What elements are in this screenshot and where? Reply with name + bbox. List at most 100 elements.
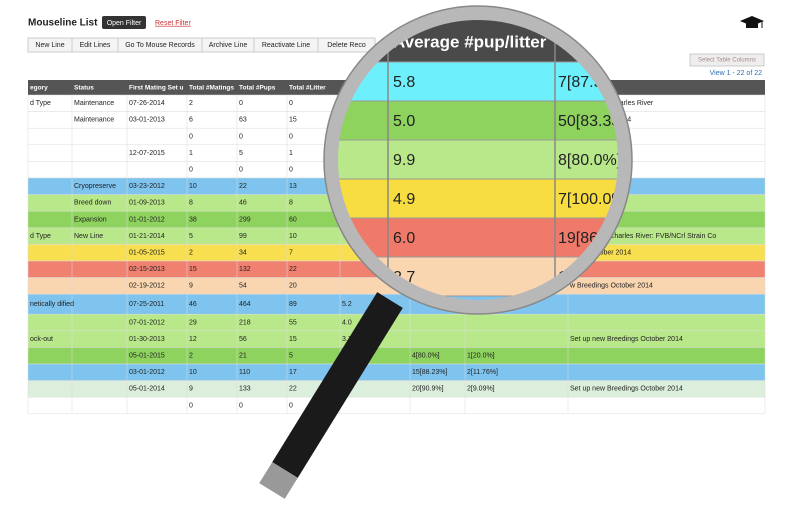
table-cell: 55 bbox=[289, 319, 297, 326]
select-columns-label[interactable]: Select Table Columns bbox=[698, 58, 756, 64]
table-row bbox=[27, 396, 766, 415]
table-cell: 0 bbox=[289, 133, 293, 140]
table-cell: 9 bbox=[189, 386, 193, 393]
lens-cell: 5.0 bbox=[393, 113, 415, 130]
table-cell: 15 bbox=[289, 336, 297, 343]
table-cell: 8 bbox=[289, 200, 293, 207]
table-cell: 5 bbox=[289, 353, 293, 360]
table-cell: 0 bbox=[189, 133, 193, 140]
table-cell: 01-01-2012 bbox=[129, 216, 165, 223]
table-cell: 22 bbox=[289, 386, 297, 393]
table-cell: 0 bbox=[239, 402, 243, 409]
table-cell: Maintenance bbox=[74, 117, 114, 124]
table-cell: 46 bbox=[239, 200, 247, 207]
table-cell: 01-21-2014 bbox=[129, 233, 165, 240]
table-cell: ock-out bbox=[30, 336, 53, 343]
table-cell: 12 bbox=[189, 336, 197, 343]
table-cell: Set up new Breedings October 2014 bbox=[570, 336, 683, 343]
toolbar-label[interactable]: New Line bbox=[35, 42, 64, 49]
table-cell: 13 bbox=[289, 183, 297, 190]
lens-cell: 7[100.0% bbox=[558, 191, 626, 208]
lens-row bbox=[335, 178, 621, 219]
table-cell: 03-23-2012 bbox=[129, 183, 165, 190]
table-cell: 54 bbox=[239, 283, 247, 290]
table-cell: 29 bbox=[189, 319, 197, 326]
table-cell: 1 bbox=[289, 150, 293, 157]
reset-filter-link[interactable]: Reset Filter bbox=[155, 20, 191, 27]
lens-cell: 9.9 bbox=[393, 152, 415, 169]
table-cell: 1 bbox=[189, 150, 193, 157]
table-cell: 03-01-2013 bbox=[129, 117, 165, 124]
table-cell: 2 bbox=[189, 250, 193, 257]
table-cell: 07-26-2014 bbox=[129, 100, 165, 107]
table-cell: netically dified bbox=[30, 301, 74, 308]
view-count: View 1 - 22 of 22 bbox=[710, 70, 763, 77]
table-cell: Expansion bbox=[74, 216, 107, 223]
table-cell: 6 bbox=[189, 117, 193, 124]
table-cell: 132 bbox=[239, 266, 251, 273]
toolbar-label[interactable]: Delete Reco bbox=[327, 42, 366, 49]
table-cell: 02-15-2013 bbox=[129, 266, 165, 273]
toolbar-label[interactable]: Go To Mouse Records bbox=[125, 42, 195, 49]
table-cell: 0 bbox=[239, 100, 243, 107]
toolbar-label[interactable]: Edit Lines bbox=[80, 42, 111, 49]
table-cell: Cryopreserve bbox=[74, 183, 116, 190]
table-cell: 2[9.09%] bbox=[467, 386, 495, 393]
table-cell: 4.0 bbox=[342, 319, 352, 326]
table-cell: 12-07-2015 bbox=[129, 150, 165, 157]
table-cell: 07-25-2011 bbox=[129, 301, 164, 308]
page-title: Mouseline List bbox=[28, 18, 98, 29]
magnifier-handle-end bbox=[259, 462, 298, 499]
table-cell: 15[88.23%] bbox=[412, 369, 447, 376]
table-cell: 7 bbox=[289, 250, 293, 257]
lens-cell: 8[80.0%] bbox=[558, 152, 621, 169]
column-header: Total #Matings bbox=[189, 85, 234, 92]
column-header: egory bbox=[30, 85, 48, 92]
magnifier-rim bbox=[324, 6, 632, 314]
table-cell: 03-01-2012 bbox=[129, 369, 165, 376]
lens-row bbox=[335, 217, 621, 258]
open-filter-button[interactable] bbox=[102, 16, 146, 29]
table-cell: 56 bbox=[239, 336, 247, 343]
table-cell: 8 bbox=[189, 200, 193, 207]
table-cell: 0 bbox=[289, 402, 293, 409]
table-cell: 34 bbox=[239, 250, 247, 257]
table-cell: 01-05-2015 bbox=[129, 250, 165, 257]
table-cell: 5.2 bbox=[342, 301, 352, 308]
select-columns-button[interactable] bbox=[689, 53, 765, 67]
magnifier-handle bbox=[272, 292, 403, 478]
lens-cell: 6.0 bbox=[393, 230, 415, 247]
magnifier-rim-edge bbox=[323, 5, 633, 315]
open-filter-label[interactable]: Open Filter bbox=[107, 20, 142, 27]
table-cell: w Breedings October 2014 bbox=[569, 283, 653, 290]
table-cell: 07-01-2012 bbox=[129, 319, 165, 326]
table-cell: 15 bbox=[289, 117, 297, 124]
table-cell: 63 bbox=[239, 117, 247, 124]
cap-icon bbox=[740, 16, 764, 28]
table-cell: 1[20.0%] bbox=[467, 353, 495, 360]
table-cell: ered in from Charles River: FVB/NCrl Str… bbox=[570, 233, 716, 240]
table-cell: New Line bbox=[74, 233, 103, 240]
table-cell: 133 bbox=[239, 386, 251, 393]
lens-cell: 5.8 bbox=[393, 74, 415, 91]
table-cell: 218 bbox=[239, 319, 251, 326]
lens-row bbox=[335, 295, 621, 303]
magnifier-lens: Average #pup/litter 5.8 7[87.5 5.0 50[83.33 9… bbox=[335, 17, 626, 303]
table-cell: 110 bbox=[239, 369, 250, 376]
table-cell: 38 bbox=[189, 216, 197, 223]
toolbar-label[interactable]: Archive Line bbox=[209, 42, 248, 49]
table-cell: 01-09-2013 bbox=[129, 200, 165, 207]
table-cell: 89 bbox=[289, 301, 297, 308]
table-cell: 0 bbox=[189, 167, 193, 174]
lens-row bbox=[335, 139, 621, 180]
table-cell: 05-01-2014 bbox=[129, 386, 165, 393]
table-cell: 60 bbox=[289, 216, 297, 223]
table-cell: 21 bbox=[239, 353, 247, 360]
lens-cell: 7[87.5 bbox=[558, 74, 603, 91]
table-cell: 22 bbox=[239, 183, 247, 190]
table-cell: 05-01-2015 bbox=[129, 353, 165, 360]
toolbar-label[interactable]: Reactivate Line bbox=[262, 42, 310, 49]
table-cell: 4[80.0%] bbox=[412, 353, 440, 360]
table-cell: 0 bbox=[289, 167, 293, 174]
